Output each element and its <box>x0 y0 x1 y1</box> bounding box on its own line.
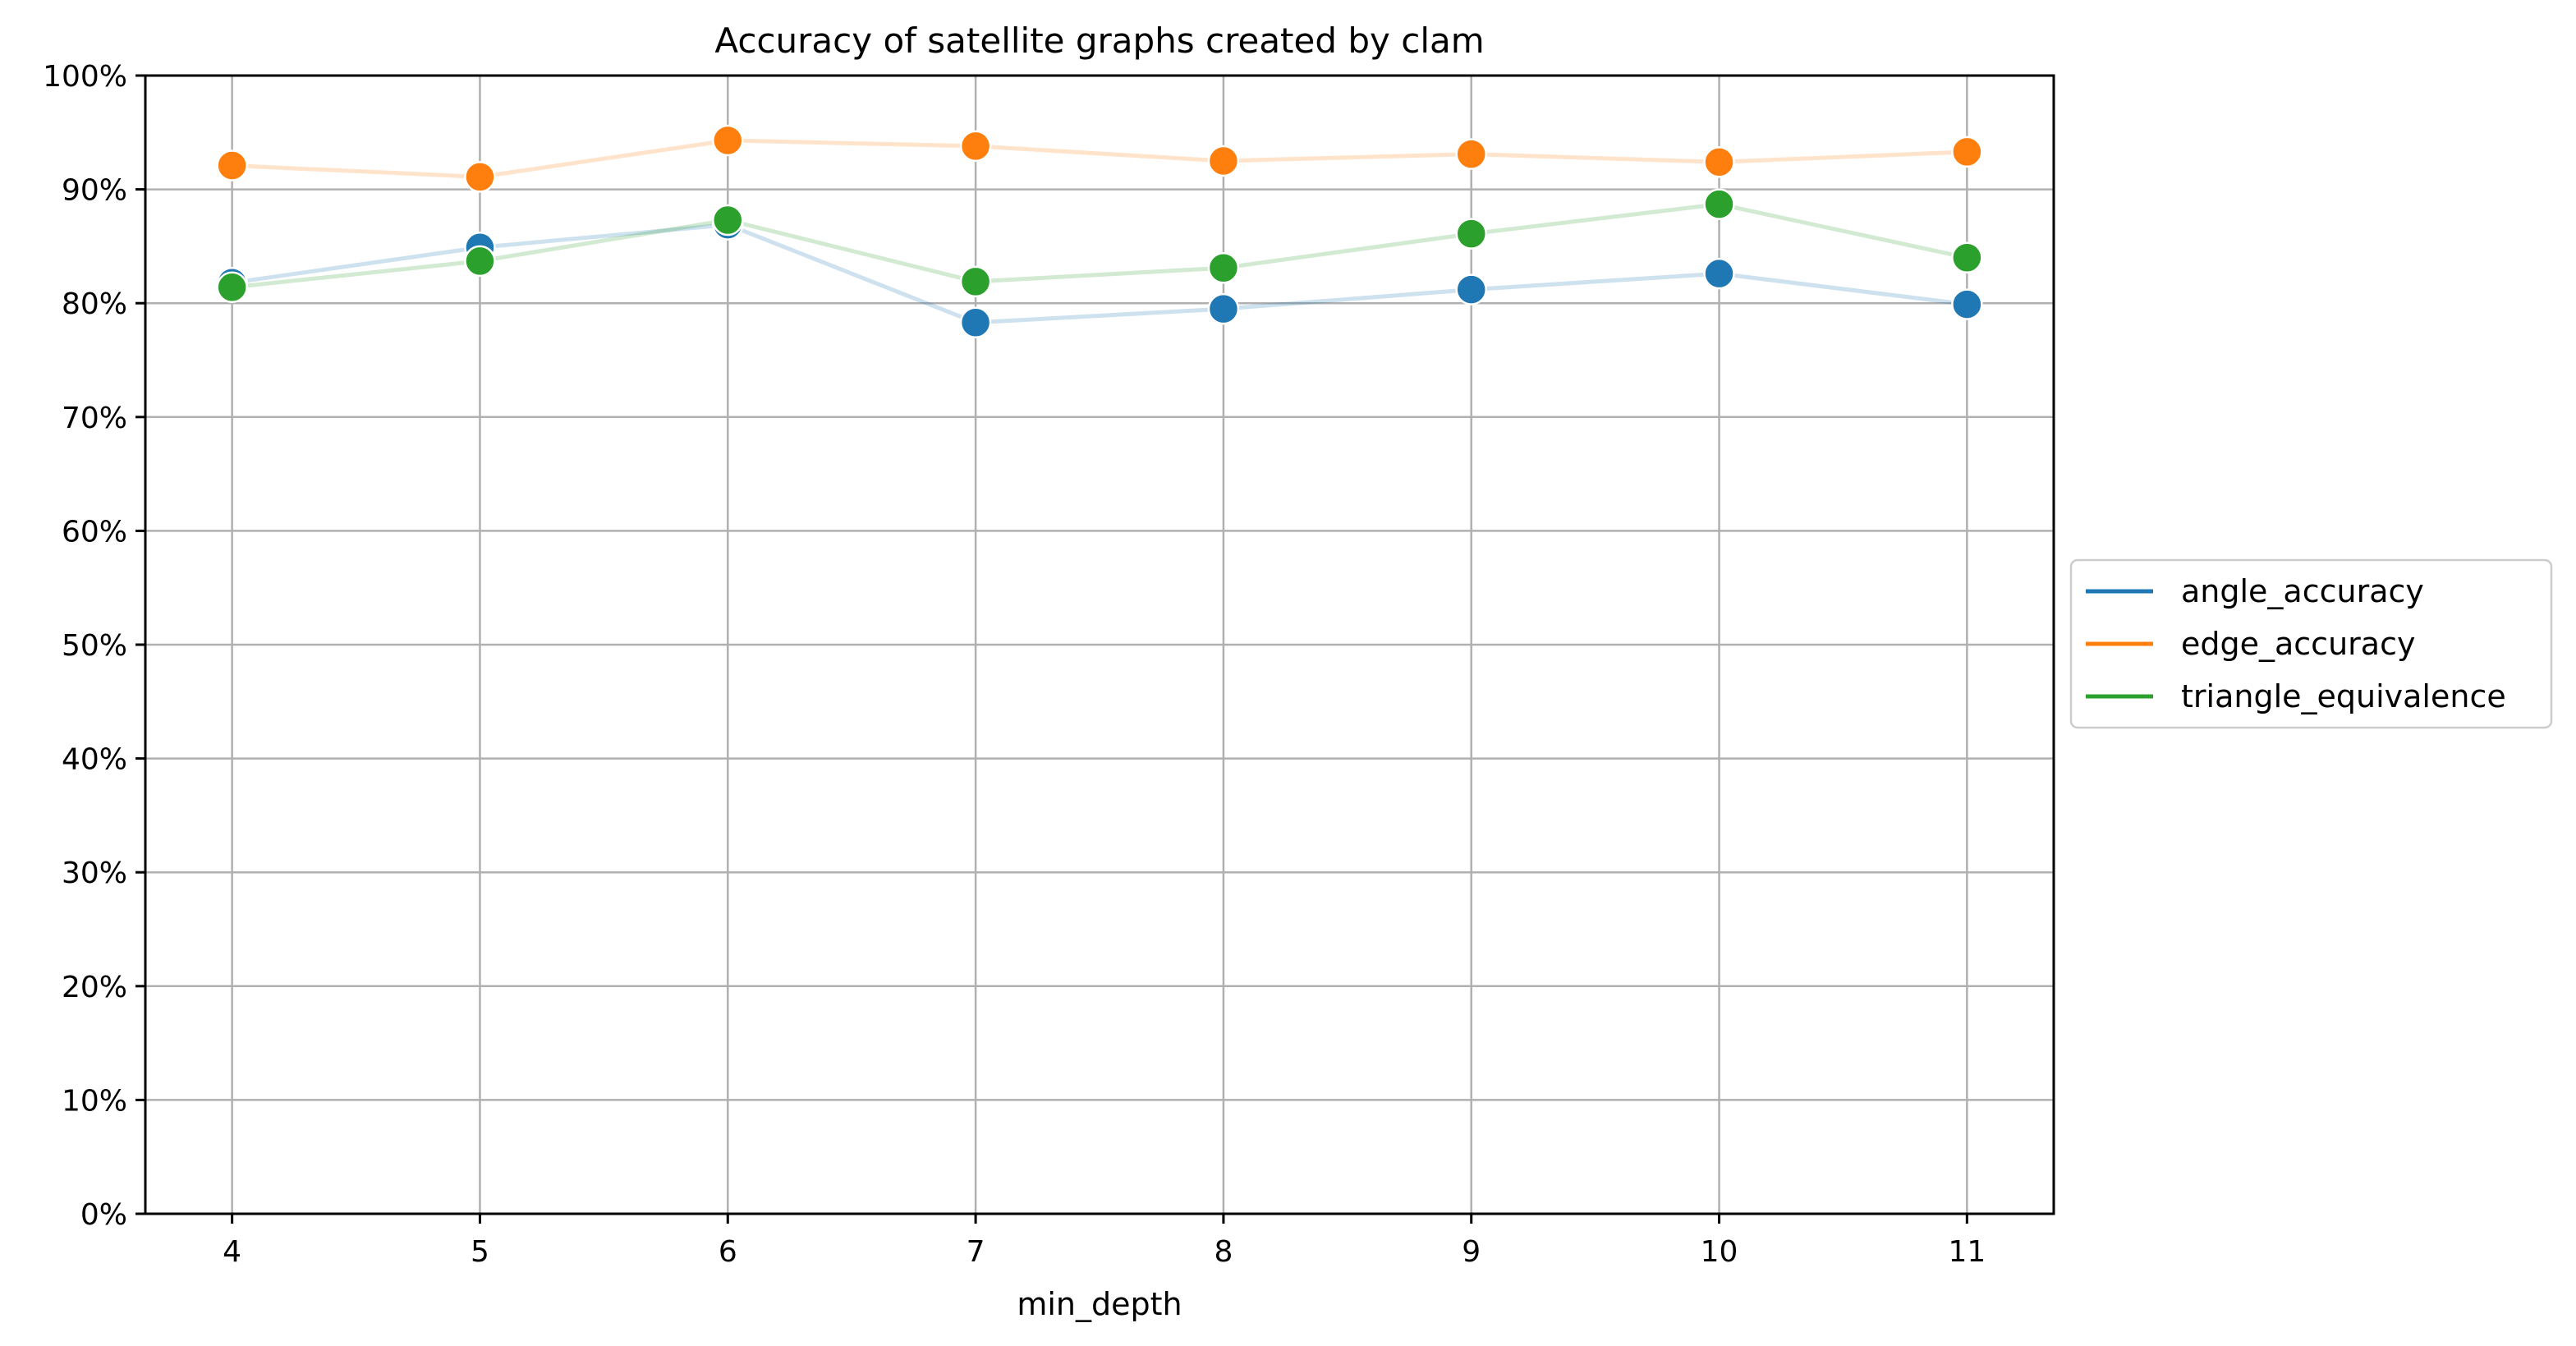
data-point-edge_accuracy <box>959 130 992 163</box>
series-line-edge_accuracy <box>232 138 1968 179</box>
legend-label-triangle_equivalence: triangle_equivalence <box>2181 678 2506 714</box>
y-tick-label: 100% <box>43 60 127 94</box>
y-tick-label: 90% <box>62 174 127 208</box>
x-axis: 4 5 6 7 8 9 10 11 <box>223 1214 1986 1269</box>
data-point-triangle_equivalence <box>712 204 744 237</box>
data-point-angle_accuracy <box>959 306 992 339</box>
data-point-triangle_equivalence <box>1455 218 1487 250</box>
data-point-edge_accuracy <box>464 161 496 193</box>
data-point-triangle_equivalence <box>216 271 248 304</box>
y-tick-label: 0% <box>80 1198 127 1232</box>
legend: angle_accuracy edge_accuracy triangle_equi… <box>2069 558 2553 729</box>
data-point-edge_accuracy <box>216 149 248 181</box>
y-tick-label: 60% <box>62 515 127 549</box>
legend-label-angle_accuracy: angle_accuracy <box>2181 573 2424 609</box>
x-tick-label: 11 <box>1948 1235 1986 1269</box>
series-points <box>216 124 1983 339</box>
data-point-angle_accuracy <box>1207 292 1240 325</box>
y-tick-label: 40% <box>62 743 127 777</box>
data-point-triangle_equivalence <box>959 265 992 298</box>
data-point-triangle_equivalence <box>1207 251 1240 284</box>
x-axis-label: min_depth <box>1017 1286 1182 1322</box>
data-point-triangle_equivalence <box>464 245 496 278</box>
data-point-angle_accuracy <box>1951 288 1983 320</box>
y-tick-label: 20% <box>62 971 127 1004</box>
x-tick-label: 10 <box>1701 1235 1738 1269</box>
data-point-angle_accuracy <box>1455 273 1487 305</box>
y-tick-label: 80% <box>62 287 127 321</box>
chart-title: Accuracy of satellite graphs created by … <box>714 21 1484 61</box>
x-tick-label: 9 <box>1462 1235 1481 1269</box>
data-point-edge_accuracy <box>712 124 744 157</box>
y-tick-label: 30% <box>62 857 127 890</box>
data-point-edge_accuracy <box>1703 146 1735 178</box>
x-tick-label: 5 <box>471 1235 489 1269</box>
y-tick-label: 70% <box>62 402 127 435</box>
series-line-angle_accuracy <box>232 223 1968 325</box>
x-tick-label: 8 <box>1214 1235 1233 1269</box>
x-tick-label: 7 <box>967 1235 985 1269</box>
data-point-triangle_equivalence <box>1703 188 1735 220</box>
y-tick-label: 50% <box>62 629 127 663</box>
data-point-triangle_equivalence <box>1951 241 1983 274</box>
y-axis: 0% 10% 20% 30% 40% 50% 60% 70% 80% 90% 100% <box>43 60 145 1232</box>
series-line-triangle_equivalence <box>232 202 1968 290</box>
legend-label-edge_accuracy: edge_accuracy <box>2181 626 2415 662</box>
legend-box <box>2069 558 2553 729</box>
x-tick-label: 4 <box>223 1235 241 1269</box>
data-point-edge_accuracy <box>1455 138 1487 170</box>
data-point-edge_accuracy <box>1207 145 1240 177</box>
series-lines <box>232 138 1968 325</box>
data-point-angle_accuracy <box>1703 257 1735 290</box>
y-tick-label: 10% <box>62 1084 127 1118</box>
x-tick-label: 6 <box>719 1235 737 1269</box>
data-point-edge_accuracy <box>1951 136 1983 168</box>
